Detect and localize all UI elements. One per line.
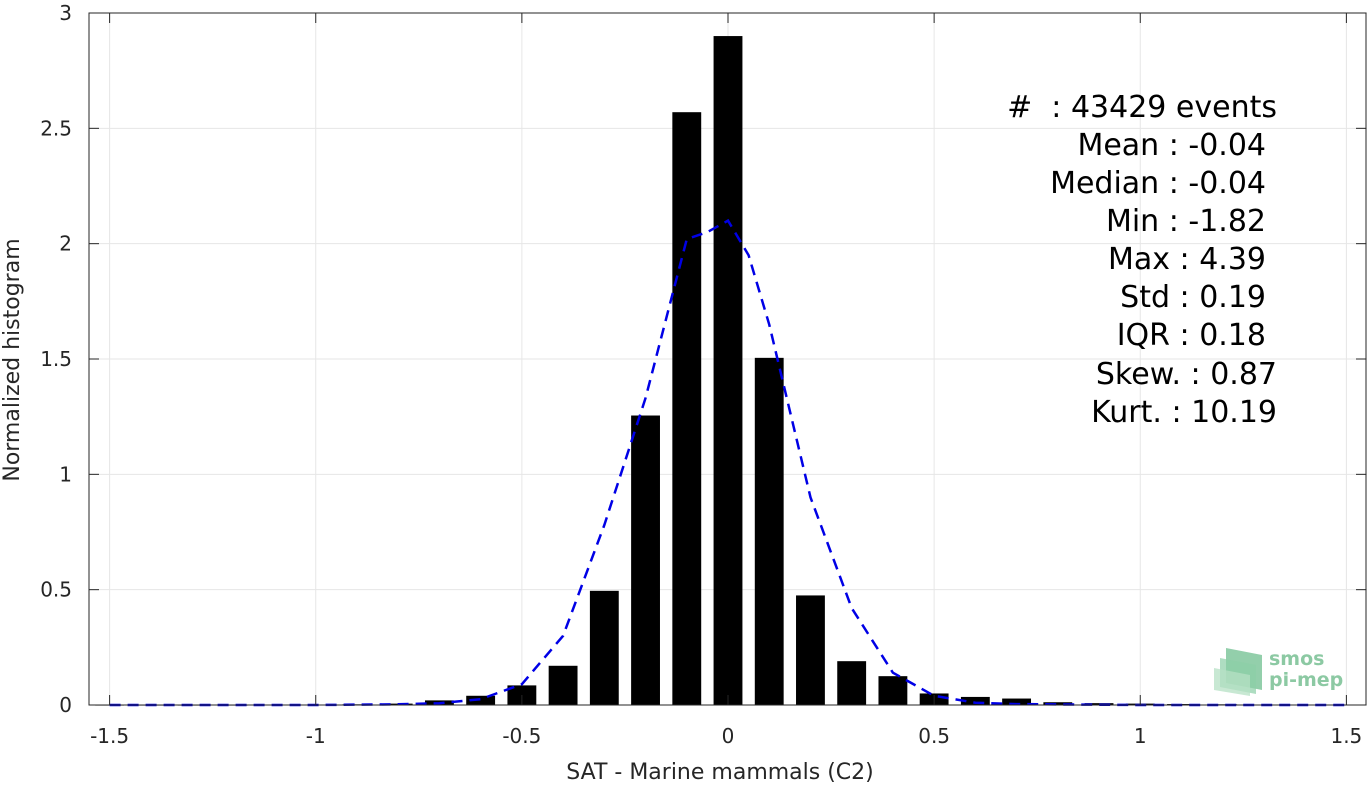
- histogram-bar-16: [754, 357, 784, 705]
- y-tick-label-3: 1.5: [40, 347, 72, 371]
- statistics-annotation: # : 43429 events Mean : -0.04 Median : -…: [1007, 90, 1277, 430]
- y-axis-title: Normalized histogram: [0, 238, 25, 481]
- histogram-bar-24: [1084, 703, 1114, 705]
- x-tick-labels: -1.5 -1 -0.5 0 0.5 1 1.5: [90, 724, 1362, 748]
- y-tick-label-2: 1: [59, 462, 72, 486]
- y-tick-label-4: 2: [59, 232, 72, 256]
- y-tick-labels: 0 0.5 1 1.5 2 2.5 3: [40, 1, 72, 717]
- x-tick-label-5: 1: [1134, 724, 1147, 748]
- histogram-bar-18: [837, 661, 867, 705]
- stat-median: Median : -0.04: [1050, 166, 1266, 201]
- x-axis-title: SAT - Marine mammals (C2): [566, 760, 874, 785]
- stat-kurt: Kurt. : 10.19: [1091, 395, 1277, 430]
- histogram-bar-23: [1043, 702, 1073, 705]
- stat-skew: Skew. : 0.87: [1096, 357, 1277, 392]
- histogram-bar-9: [466, 695, 496, 705]
- x-tick-label-3: 0: [722, 724, 735, 748]
- histogram-bar-15: [713, 36, 743, 706]
- stat-std: Std : 0.19: [1120, 280, 1266, 315]
- y-tick-label-0: 0: [59, 693, 72, 717]
- histogram-bar-14: [672, 112, 702, 706]
- x-tick-label-4: 0.5: [918, 724, 950, 748]
- stat-events: # : 43429 events: [1007, 90, 1277, 125]
- x-tick-label-0: -1.5: [90, 724, 129, 748]
- stat-iqr: IQR : 0.18: [1117, 318, 1266, 353]
- axis-ticks: [89, 12, 1366, 706]
- histogram-bar-13: [631, 415, 660, 705]
- y-tick-label-5: 2.5: [40, 116, 72, 140]
- logo-mark-icon: [1214, 648, 1262, 696]
- y-tick-label-1: 0.5: [40, 578, 72, 602]
- x-tick-label-6: 1.5: [1330, 724, 1362, 748]
- histogram-bar-12: [589, 590, 619, 705]
- stat-max: Max : 4.39: [1108, 242, 1266, 277]
- histogram-bars: [95, 36, 1361, 706]
- histogram-bar-11: [548, 665, 578, 705]
- fit-curve-line: [109, 218, 1347, 707]
- logo-text-line2: pi-mep: [1269, 669, 1343, 691]
- x-tick-label-2: -0.5: [502, 724, 541, 748]
- x-tick-label-1: -1: [306, 724, 326, 748]
- y-tick-label-6: 3: [59, 1, 72, 25]
- histogram-bar-19: [878, 676, 908, 705]
- stat-min: Min : -1.82: [1106, 204, 1266, 239]
- smos-pi-mep-logo: smos pi-mep: [1214, 648, 1343, 696]
- histogram-bar-21: [960, 696, 990, 705]
- histogram-bar-17: [796, 595, 825, 705]
- stat-mean: Mean : -0.04: [1077, 128, 1266, 163]
- histogram-bar-22: [1002, 698, 1032, 705]
- logo-text-line1: smos: [1269, 648, 1324, 670]
